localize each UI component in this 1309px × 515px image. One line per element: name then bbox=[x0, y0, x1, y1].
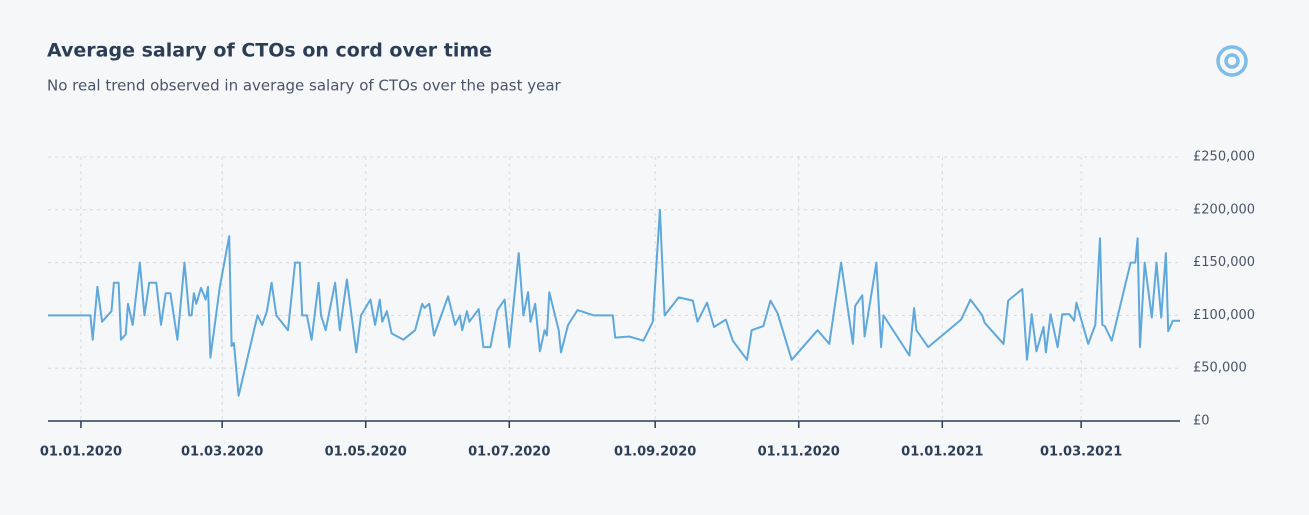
x-tick-label: 01.03.2020 bbox=[181, 445, 263, 460]
data-line bbox=[48, 208, 1180, 397]
chart-title: Average salary of CTOs on cord over time bbox=[47, 40, 492, 62]
y-tick-label: £50,000 bbox=[1193, 361, 1247, 376]
y-tick-label: £250,000 bbox=[1193, 150, 1255, 165]
x-tick-label: 01.07.2020 bbox=[468, 445, 550, 460]
chart-subtitle: No real trend observed in average salary… bbox=[47, 77, 562, 95]
y-tick-label: £150,000 bbox=[1193, 255, 1255, 270]
y-tick-label: £0 bbox=[1193, 414, 1210, 429]
y-tick-label: £100,000 bbox=[1193, 308, 1255, 323]
x-tick-label: 01.05.2020 bbox=[325, 445, 407, 460]
x-tick-label: 01.03.2021 bbox=[1040, 445, 1122, 460]
x-tick-label: 01.01.2021 bbox=[901, 445, 983, 460]
logo bbox=[1216, 45, 1248, 77]
x-tick-label: 01.01.2020 bbox=[40, 445, 122, 460]
x-tick-label: 01.11.2020 bbox=[758, 445, 840, 460]
y-tick-label: £200,000 bbox=[1193, 202, 1255, 217]
x-tick-label: 01.09.2020 bbox=[614, 445, 696, 460]
